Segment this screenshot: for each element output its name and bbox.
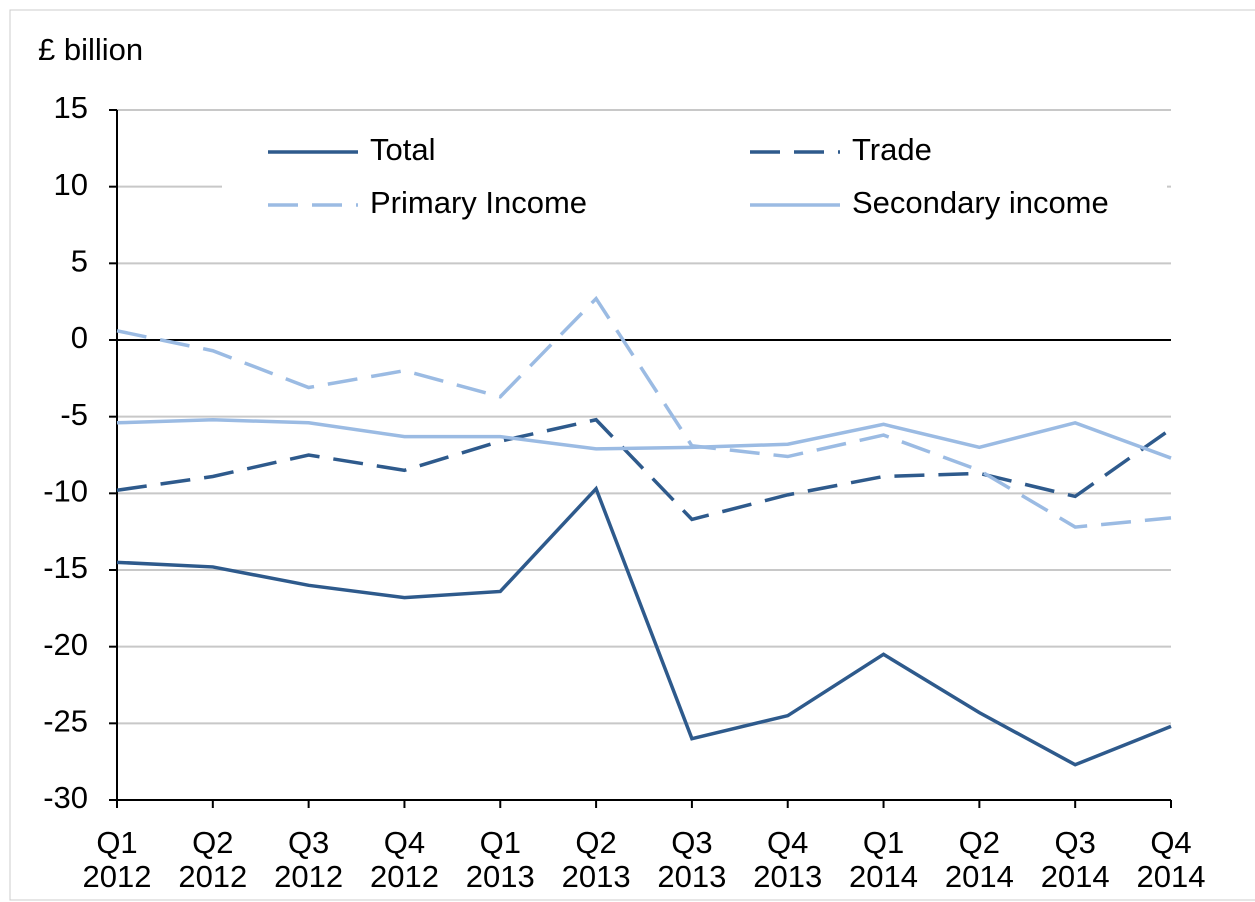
x-tick-label: Q2 2013 [561,825,631,894]
series-line [116,417,1173,522]
legend-label: Total [370,132,435,167]
y-tick-label: 5 [71,244,88,279]
y-tick-label: -20 [43,627,88,662]
x-tick-label: Q4 2014 [1136,825,1206,894]
frame [9,9,1255,901]
y-axis-label: £ billion [38,32,143,67]
legend-label: Primary Income [370,185,587,220]
y-tick-label: -30 [43,780,88,815]
x-tick-label: Q3 2012 [274,825,344,894]
x-tick-label: Q4 2012 [369,825,439,894]
series-line [116,485,1172,767]
y-tick-label: -10 [43,474,88,509]
x-tick-label: Q1 2012 [82,825,152,894]
y-tick-label: 0 [71,320,88,355]
legend-background [222,130,1167,230]
x-tick-label: Q3 2013 [657,825,727,894]
x-tick-label: Q3 2014 [1040,825,1110,894]
legend-label: Secondary income [852,185,1109,220]
y-tick-label: -5 [60,397,88,432]
series-line [116,417,1172,460]
legend-label: Trade [852,132,932,167]
x-tick-label: Q2 2014 [944,825,1014,894]
y-tick-label: 10 [54,167,88,202]
x-tick-label: Q2 2012 [178,825,248,894]
y-tick-label: -25 [43,704,88,739]
x-tick-label: Q1 2014 [849,825,919,894]
x-tick-label: Q1 2013 [465,825,535,894]
y-tick-label: 15 [54,90,88,125]
x-tick-label: Q4 2013 [753,825,823,894]
series-line [116,295,1172,529]
y-tick-label: -15 [43,550,88,585]
